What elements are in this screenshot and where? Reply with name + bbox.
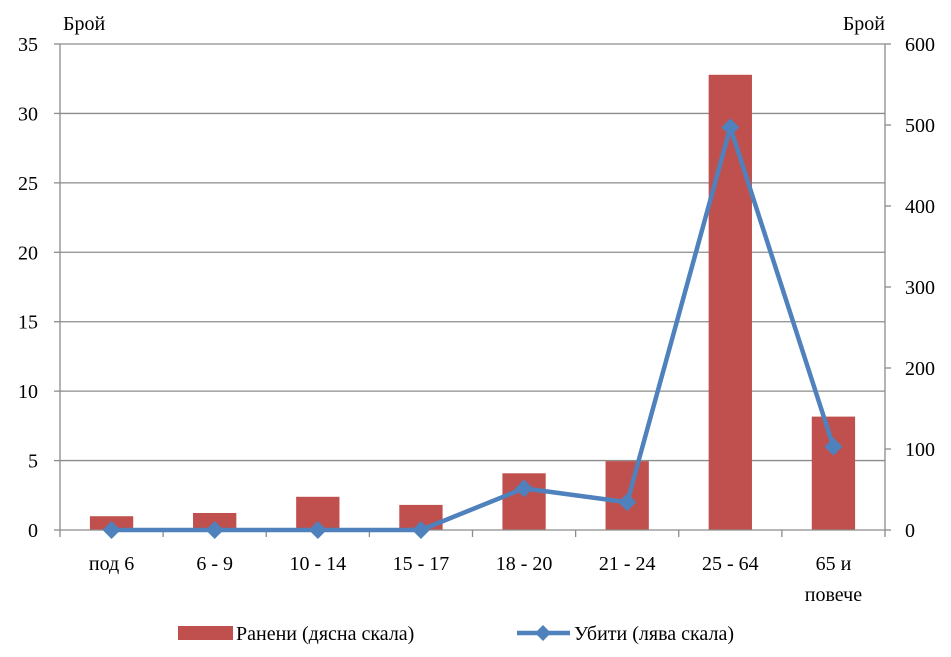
line-marker-killed (721, 118, 740, 137)
x-tick-label: 25 - 64 (702, 553, 759, 575)
line-marker-killed (824, 437, 843, 456)
right-tick-label: 200 (905, 358, 935, 380)
left-tick-label: 10 (18, 381, 38, 403)
right-tick-label: 100 (905, 439, 935, 461)
gridlines (60, 43, 885, 462)
left-tick-label: 0 (28, 520, 38, 542)
bar-injured (708, 74, 752, 530)
right-tick-label: 400 (905, 196, 935, 218)
x-tick-label: 15 - 17 (393, 553, 450, 575)
left-axis-title: Брой (63, 13, 105, 35)
line-marker-killed (205, 521, 224, 539)
right-tick-label: 300 (905, 277, 935, 299)
line-marker-killed (411, 521, 430, 539)
legend-swatch-injured (178, 626, 233, 640)
line-marker-killed (515, 479, 534, 498)
axes (54, 43, 891, 537)
legend: Ранени (дясна скала) Убити (лява скала) (178, 623, 734, 645)
left-tick-label: 20 (18, 242, 38, 264)
legend-marker-killed (535, 625, 551, 641)
line-marker-killed (102, 521, 121, 539)
line-killed (111, 125, 836, 533)
x-tick-label: 21 - 24 (599, 553, 656, 575)
left-tick-label: 25 (18, 173, 38, 195)
x-tick-label: под 6 (89, 553, 134, 575)
right-tick-label: 500 (905, 115, 935, 137)
x-tick-label: 10 - 14 (289, 553, 346, 575)
left-tick-label: 15 (18, 312, 38, 334)
line-marker-killed (618, 493, 637, 512)
line-marker-killed (308, 521, 327, 539)
right-tick-label: 0 (905, 520, 915, 542)
left-tick-label: 30 (18, 103, 38, 125)
tick-labels: 0 5 10 15 20 25 30 35 0 100 200 300 400 500 600 под 6 6 … (18, 34, 935, 606)
legend-label-injured: Ранени (дясна скала) (236, 623, 414, 645)
bar-series-injured (89, 74, 856, 530)
legend-label-killed: Убити (лява скала) (574, 623, 734, 645)
right-tick-label: 600 (905, 34, 935, 56)
line-series-killed (102, 118, 843, 539)
x-tick-label: 18 - 20 (496, 553, 553, 575)
right-axis-title: Брой (843, 13, 885, 35)
x-tick-label: 6 - 9 (196, 553, 233, 575)
x-tick-label: 65 и повече (805, 553, 862, 606)
left-tick-label: 5 (28, 451, 38, 473)
left-tick-label: 35 (18, 34, 38, 56)
bar-injured (811, 416, 856, 530)
